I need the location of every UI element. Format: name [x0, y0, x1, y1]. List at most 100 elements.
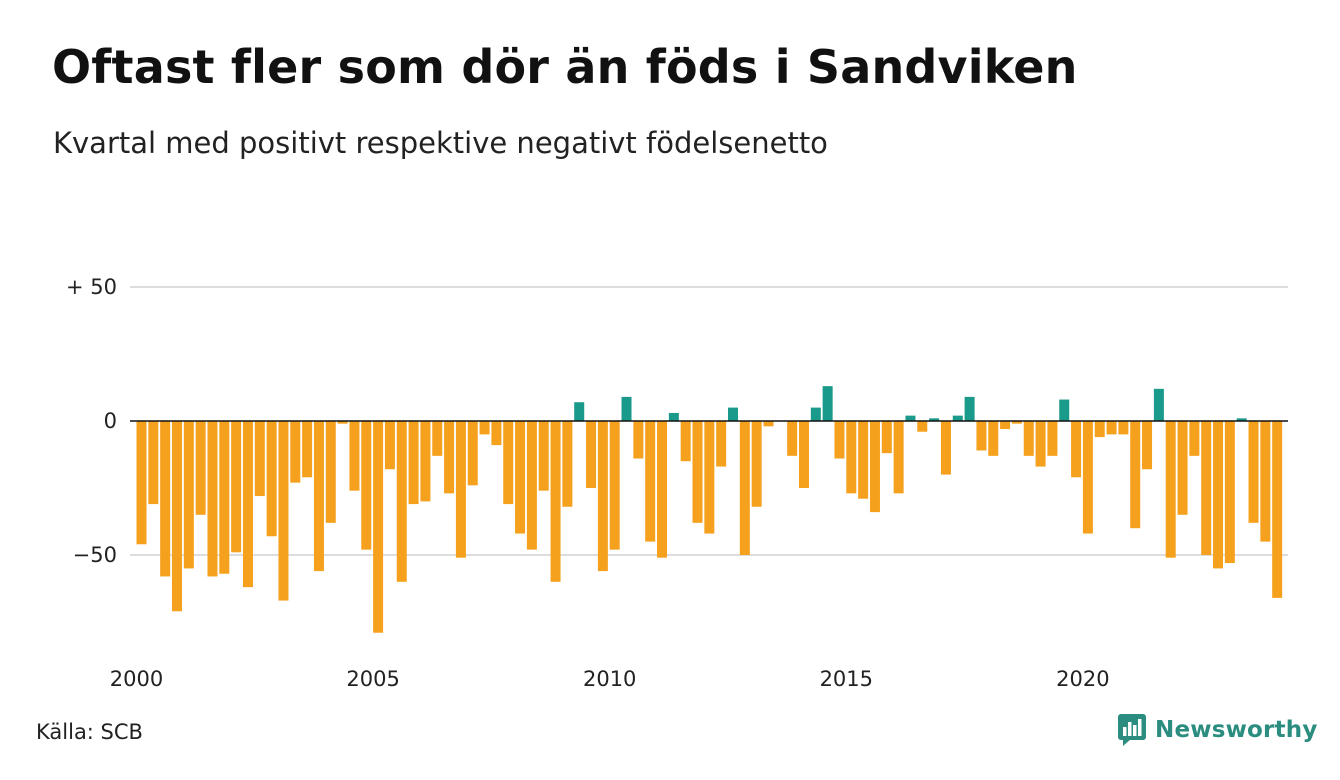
x-tick-label: 2010: [583, 667, 636, 691]
bar-positive: [964, 396, 975, 421]
bar-negative: [798, 421, 809, 488]
bar-negative: [444, 421, 455, 494]
x-tick-label: 2020: [1056, 667, 1109, 691]
bar-positive: [822, 386, 833, 421]
bar-negative: [467, 421, 478, 486]
bar-negative: [1000, 421, 1011, 430]
bar-negative: [1118, 421, 1129, 435]
bar-negative: [917, 421, 928, 432]
bar-negative: [1213, 421, 1224, 569]
bar-negative: [586, 421, 597, 488]
bar-negative: [881, 421, 892, 454]
bar-negative: [361, 421, 372, 550]
brand-name: Newsworthy: [1155, 717, 1318, 743]
brand-logo[interactable]: Newsworthy: [1117, 713, 1318, 747]
bar-negative: [373, 421, 384, 633]
bar-positive: [1153, 388, 1164, 421]
x-tick-label: 2015: [820, 667, 873, 691]
bar-positive: [1059, 399, 1070, 421]
axes: + 50 0 −50 2000 2005 2010 2015 2020: [66, 275, 1288, 691]
bar-negative: [325, 421, 336, 523]
bar-negative: [704, 421, 715, 534]
chart-speech-bubble-icon: [1118, 714, 1146, 746]
bar-negative: [136, 421, 147, 545]
bar-negative: [1272, 421, 1283, 598]
y-tick-label: + 50: [66, 275, 117, 299]
bar-positive: [810, 407, 821, 421]
bar-negative: [1035, 421, 1046, 467]
bar-negative: [1047, 421, 1058, 456]
bar-negative: [1130, 421, 1141, 529]
bar-positive: [728, 407, 738, 421]
bar-negative: [1011, 421, 1022, 424]
bar-negative: [183, 421, 194, 569]
bar-negative: [420, 421, 431, 502]
bar-negative: [384, 421, 395, 470]
bar-negative: [538, 421, 549, 491]
bar-negative: [846, 421, 857, 494]
bar-negative: [1189, 421, 1200, 456]
bar-negative: [195, 421, 206, 515]
bar-positive: [929, 418, 940, 421]
bar-negative: [869, 421, 880, 513]
bar-negative: [1224, 421, 1235, 564]
bar-negative: [834, 421, 845, 459]
bar-negative: [550, 421, 561, 582]
bar-positive: [905, 415, 916, 421]
bar-negative: [503, 421, 514, 505]
bar-negative: [491, 421, 502, 446]
source-note: Källa: SCB: [36, 720, 143, 744]
bar-negative: [1023, 421, 1034, 456]
bar-positive: [621, 396, 632, 421]
bar-negative: [645, 421, 656, 542]
bar-negative: [1094, 421, 1105, 438]
bar-negative: [207, 421, 218, 577]
bar-negative: [988, 421, 999, 456]
bar-negative: [254, 421, 265, 497]
bar-negative: [396, 421, 407, 582]
bar-negative: [1260, 421, 1271, 542]
bar-negative: [1165, 421, 1176, 558]
chart-subtitle: Kvartal med positivt respektive negativt…: [53, 126, 828, 160]
bar-negative: [160, 421, 171, 577]
bar-negative: [1177, 421, 1188, 515]
bar-negative: [609, 421, 620, 550]
bar-negative: [242, 421, 253, 588]
bar-negative: [763, 421, 774, 427]
y-tick-label: 0: [104, 409, 117, 433]
bar-negative: [692, 421, 703, 523]
bar-negative: [337, 421, 348, 424]
bar-negative: [1142, 421, 1153, 470]
bar-positive: [952, 415, 963, 421]
bar-negative: [515, 421, 526, 534]
bar-negative: [479, 421, 490, 435]
bar-positive: [668, 412, 679, 421]
bar-negative: [940, 421, 951, 475]
bar-negative: [597, 421, 608, 572]
bar-negative: [787, 421, 798, 456]
bar-negative: [219, 421, 230, 574]
bar-negative: [302, 421, 313, 478]
bar-negative: [976, 421, 987, 451]
bar-negative: [313, 421, 324, 572]
bar-negative: [739, 421, 750, 555]
bar-positive: [574, 402, 585, 421]
bar-negative: [231, 421, 242, 553]
bar-negative: [1071, 421, 1082, 478]
bar-negative: [1201, 421, 1212, 555]
bar-negative: [148, 421, 159, 505]
bar-negative: [1248, 421, 1259, 523]
y-tick-label: −50: [73, 543, 117, 567]
bar-negative: [680, 421, 691, 462]
bar-negative: [278, 421, 289, 601]
bar-negative: [633, 421, 644, 459]
chart-title: Oftast fler som dör än föds i Sandviken: [52, 40, 1078, 94]
bar-negative: [893, 421, 904, 494]
bar-negative: [349, 421, 360, 491]
bar-negative: [526, 421, 537, 550]
bar-negative: [751, 421, 762, 507]
bar-negative: [266, 421, 277, 537]
bar-negative: [171, 421, 182, 612]
bar-negative: [455, 421, 466, 558]
